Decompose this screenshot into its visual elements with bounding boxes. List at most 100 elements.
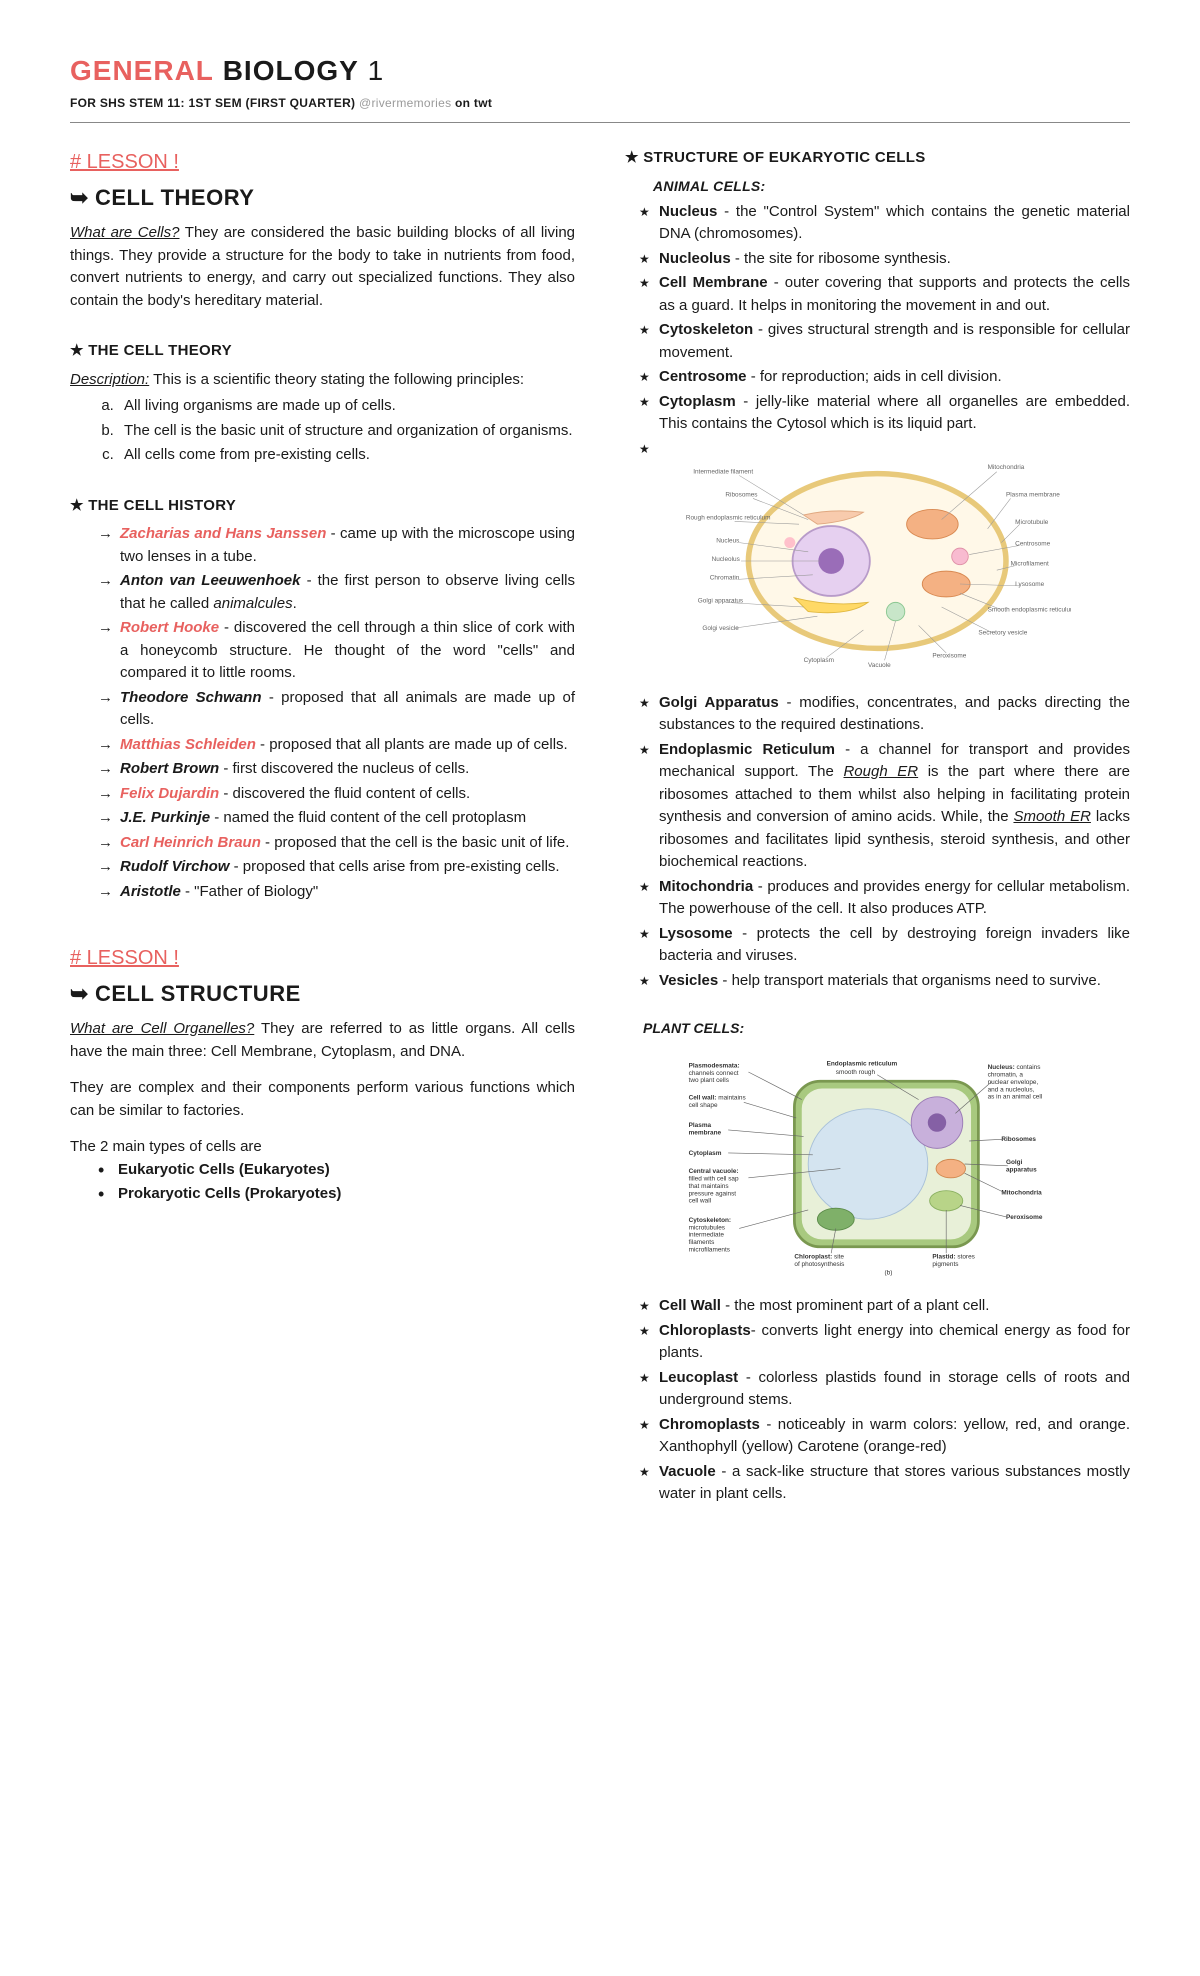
svg-text:channels connect: channels connect	[689, 1070, 739, 1077]
svg-text:Ribosomes: Ribosomes	[726, 491, 758, 498]
title-general: GENERAL	[70, 55, 214, 86]
list-item: Endoplasmic Reticulum - a channel for tr…	[639, 739, 1130, 874]
svg-text:Golgi apparatus: Golgi apparatus	[698, 597, 743, 604]
animal-cell-list: Nucleus - the "Control System" which con…	[625, 201, 1130, 436]
svg-text:smooth rough: smooth rough	[836, 1069, 876, 1076]
svg-text:Plasma membrane: Plasma membrane	[1006, 491, 1060, 498]
svg-text:Smooth endoplasmic reticulum: Smooth endoplasmic reticulum	[988, 606, 1071, 613]
section-title-cell-structure: ➥CELL STRUCTURE	[70, 977, 575, 1010]
svg-text:Central vacuole:: Central vacuole:	[689, 1168, 739, 1175]
svg-text:Golgi: Golgi	[1006, 1159, 1023, 1166]
svg-text:Chloroplast: site: Chloroplast: site	[795, 1254, 845, 1261]
plant-cell-diagram: Plasmodesmata:channels connecttwo plant …	[625, 1049, 1130, 1279]
history-item: Robert Brown - first discovered the nucl…	[98, 758, 575, 781]
svg-text:Nucleus: contains: Nucleus: contains	[988, 1064, 1041, 1071]
principles-list: All living organisms are made up of cell…	[70, 395, 575, 467]
twitter-handle: @rivermemories	[359, 96, 451, 110]
list-item: Nucleus - the "Control System" which con…	[639, 201, 1130, 246]
principle-item: All cells come from pre-existing cells.	[118, 444, 575, 467]
svg-text:Nucleolus: Nucleolus	[712, 555, 740, 562]
list-item: Cytoskeleton - gives structural strength…	[639, 319, 1130, 364]
svg-text:Peroxisome: Peroxisome	[933, 652, 967, 659]
svg-text:as in an animal cell: as in an animal cell	[988, 1094, 1043, 1101]
svg-text:Ribosomes: Ribosomes	[1002, 1136, 1037, 1143]
title-biology: BIOLOGY	[223, 55, 359, 86]
list-item: Cytoplasm - jelly-like material where al…	[639, 391, 1130, 436]
svg-text:Mitochondria: Mitochondria	[1002, 1189, 1043, 1196]
svg-text:Intermediate filament: Intermediate filament	[694, 468, 754, 475]
history-item: Aristotle - "Father of Biology"	[98, 881, 575, 904]
arrow-icon: ➥	[70, 981, 89, 1006]
svg-text:Plasma: Plasma	[689, 1122, 712, 1129]
svg-text:microfilaments: microfilaments	[689, 1246, 730, 1253]
plant-cell-list: Cell Wall - the most prominent part of a…	[625, 1295, 1130, 1506]
history-item: Matthias Schleiden - proposed that all p…	[98, 734, 575, 757]
svg-text:microtubules: microtubules	[689, 1224, 725, 1231]
principle-item: The cell is the basic unit of structure …	[118, 420, 575, 443]
list-item: Nucleolus - the site for ribosome synthe…	[639, 248, 1130, 271]
svg-text:pigments: pigments	[933, 1261, 959, 1268]
svg-text:Endoplasmic reticulum: Endoplasmic reticulum	[827, 1061, 898, 1068]
svg-text:two plant cells: two plant cells	[689, 1077, 729, 1084]
eukaryotic-heading: ★ STRUCTURE OF EUKARYOTIC CELLS	[625, 147, 1130, 170]
left-column: # LESSON ! ➥CELL THEORY What are Cells? …	[70, 147, 575, 1508]
svg-text:filled with cell sap: filled with cell sap	[689, 1176, 739, 1183]
section-title-cell-theory: ➥CELL THEORY	[70, 181, 575, 214]
svg-text:Rough endoplasmic reticulum: Rough endoplasmic reticulum	[686, 514, 771, 521]
svg-text:Cell wall: maintains: Cell wall: maintains	[689, 1095, 746, 1102]
svg-text:filaments: filaments	[689, 1239, 715, 1246]
svg-text:cell wall: cell wall	[689, 1198, 711, 1205]
svg-text:Lysosome: Lysosome	[1015, 580, 1044, 587]
svg-text:Plasmodesmata:: Plasmodesmata:	[689, 1062, 740, 1069]
svg-text:Secretory vesicle: Secretory vesicle	[979, 629, 1028, 636]
animal-cell-diagram: Intermediate filament Mitochondria Ribos…	[625, 446, 1130, 676]
svg-text:Mitochondria: Mitochondria	[988, 463, 1025, 470]
page-subtitle: FOR SHS STEM 11: 1ST SEM (FIRST QUARTER)…	[70, 94, 1130, 112]
page-title: GENERAL BIOLOGY 1	[70, 50, 1130, 92]
history-list: Zacharias and Hans Janssen - came up wit…	[70, 523, 575, 903]
cell-theory-heading: ★ THE CELL THEORY	[70, 340, 575, 363]
svg-text:Golgi vesicle: Golgi vesicle	[703, 624, 740, 631]
list-item: Vesicles - help transport materials that…	[639, 970, 1130, 993]
svg-text:nuclear envelope,: nuclear envelope,	[988, 1079, 1039, 1086]
svg-text:cell shape: cell shape	[689, 1102, 718, 1109]
history-item: J.E. Purkinje - named the fluid content …	[98, 807, 575, 830]
svg-text:Chromatin: Chromatin	[710, 574, 740, 581]
lesson-tag: # LESSON !	[70, 147, 575, 177]
list-item: Mitochondria - produces and provides ene…	[639, 876, 1130, 921]
svg-text:Cytoplasm: Cytoplasm	[689, 1150, 722, 1157]
svg-text:and a nucleolus,: and a nucleolus,	[988, 1086, 1035, 1093]
lesson-tag: # LESSON !	[70, 943, 575, 973]
cell-type-item: Eukaryotic Cells (Eukaryotes)	[98, 1159, 575, 1182]
list-item: Golgi Apparatus - modifies, concentrates…	[639, 692, 1130, 737]
svg-text:pressure against: pressure against	[689, 1190, 737, 1197]
page-header: GENERAL BIOLOGY 1 FOR SHS STEM 11: 1ST S…	[70, 50, 1130, 112]
list-item: Lysosome - protects the cell by destroyi…	[639, 923, 1130, 968]
cell-type-item: Prokaryotic Cells (Prokaryotes)	[98, 1183, 575, 1206]
history-item: Carl Heinrich Braun - proposed that the …	[98, 832, 575, 855]
svg-text:apparatus: apparatus	[1006, 1166, 1037, 1173]
list-item: Vacuole - a sack-like structure that sto…	[639, 1461, 1130, 1506]
svg-text:membrane: membrane	[689, 1130, 722, 1137]
cell-structure-para2: They are complex and their components pe…	[70, 1077, 575, 1122]
list-item: Chromoplasts - noticeably in warm colors…	[639, 1414, 1130, 1459]
svg-text:Vacuole: Vacuole	[868, 661, 891, 668]
svg-text:Cytoplasm: Cytoplasm	[804, 657, 834, 664]
history-item: Theodore Schwann - proposed that all ani…	[98, 687, 575, 732]
plant-cell-svg: Plasmodesmata:channels connecttwo plant …	[684, 1049, 1070, 1279]
history-item: Anton van Leeuwenhoek - the first person…	[98, 570, 575, 615]
svg-text:Cytoskeleton:: Cytoskeleton:	[689, 1217, 731, 1224]
svg-text:(b): (b)	[885, 1269, 893, 1276]
cell-types-intro: The 2 main types of cells are	[70, 1136, 575, 1159]
principle-item: All living organisms are made up of cell…	[118, 395, 575, 418]
animal-cell-list-2: Golgi Apparatus - modifies, concentrates…	[625, 692, 1130, 993]
svg-text:Microfilament: Microfilament	[1011, 560, 1049, 567]
history-item: Robert Hooke - discovered the cell throu…	[98, 617, 575, 685]
svg-text:Nucleus: Nucleus	[717, 537, 740, 544]
history-item: Felix Dujardin - discovered the fluid co…	[98, 783, 575, 806]
header-rule	[70, 122, 1130, 123]
cell-types-list: Eukaryotic Cells (Eukaryotes) Prokaryoti…	[70, 1159, 575, 1206]
svg-text:Peroxisome: Peroxisome	[1006, 1214, 1043, 1221]
animal-cells-label: ANIMAL CELLS:	[625, 176, 1130, 197]
right-column: ★ STRUCTURE OF EUKARYOTIC CELLS ANIMAL C…	[625, 147, 1130, 1508]
